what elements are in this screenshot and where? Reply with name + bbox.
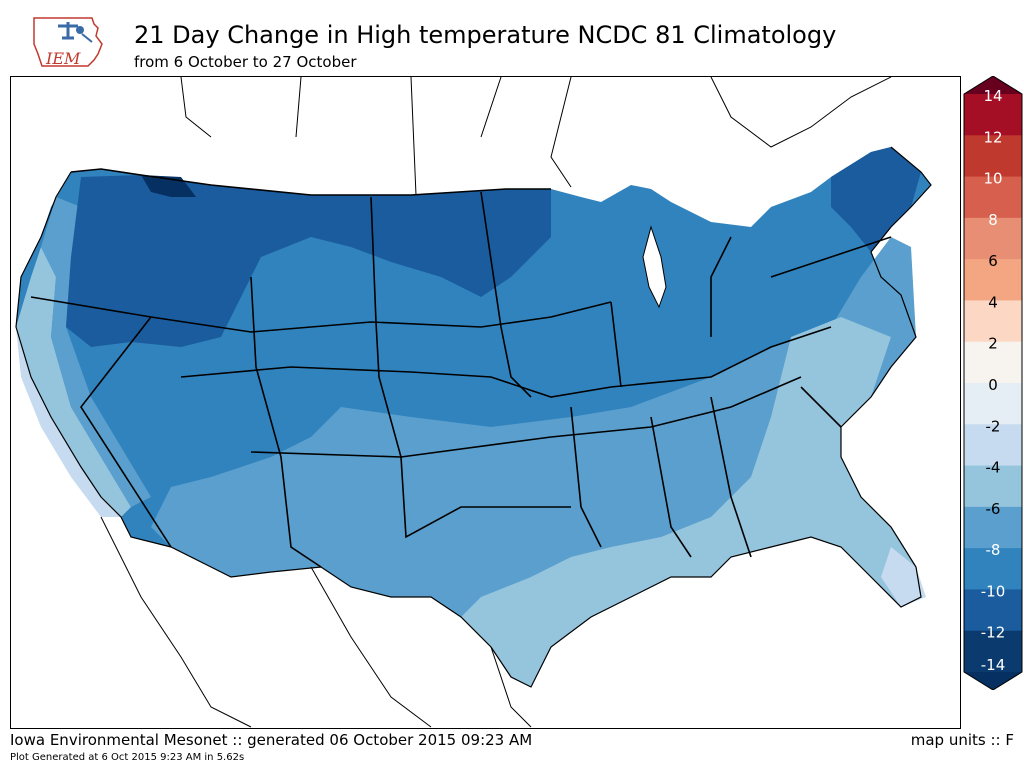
legend-swatch bbox=[964, 383, 1022, 425]
legend-swatch bbox=[964, 94, 1022, 136]
legend-swatch bbox=[964, 176, 1022, 219]
legend-swatch bbox=[964, 135, 1022, 178]
legend-swatch bbox=[964, 217, 1022, 260]
page-subtitle: from 6 October to 27 October bbox=[134, 53, 357, 71]
legend-label: 4 bbox=[988, 293, 998, 311]
lake-michigan bbox=[642, 225, 667, 309]
florida-band bbox=[881, 547, 926, 607]
logo-text: IEM bbox=[45, 49, 81, 68]
map-units: map units :: F bbox=[910, 731, 1014, 749]
legend-swatch bbox=[964, 259, 1022, 301]
legend-swatch bbox=[964, 300, 1022, 343]
legend-swatch bbox=[964, 548, 1022, 590]
legend-extend-max bbox=[964, 76, 1022, 94]
legend-label: 12 bbox=[983, 128, 1002, 146]
state-borders bbox=[30, 168, 892, 568]
legend-swatch bbox=[964, 341, 1022, 384]
canada-outline bbox=[180, 77, 892, 196]
south-band bbox=[151, 237, 921, 687]
west-coast-band-2 bbox=[41, 197, 151, 507]
northern-tier bbox=[66, 175, 551, 347]
page-title: 21 Day Change in High temperature NCDC 8… bbox=[134, 21, 837, 49]
generation-note: Plot Generated at 6 Oct 2015 9:23 AM in … bbox=[10, 752, 245, 763]
legend-label: -10 bbox=[981, 582, 1006, 600]
legend-extend-min bbox=[964, 672, 1022, 690]
coastline bbox=[15, 146, 932, 688]
legend-outline bbox=[963, 75, 1023, 691]
legend-swatch bbox=[964, 589, 1022, 632]
legend-swatch bbox=[964, 630, 1022, 673]
legend-label: 2 bbox=[988, 335, 998, 353]
legend-swatch bbox=[964, 506, 1022, 549]
legend-swatch bbox=[964, 424, 1022, 467]
legend-label: 6 bbox=[988, 252, 998, 270]
color-legend: 14 12 10 8 6 4 2 0 -2 -4 -6 -8 -10 -12 -14 bbox=[962, 75, 1024, 691]
legend-label: 0 bbox=[988, 376, 998, 394]
mexico-outline bbox=[100, 516, 532, 728]
temperature-change-map bbox=[10, 76, 961, 729]
southeast-band bbox=[461, 317, 921, 687]
legend-label: 10 bbox=[983, 170, 1002, 188]
legend-label: -12 bbox=[981, 624, 1006, 642]
legend-label: -8 bbox=[986, 541, 1001, 559]
legend-label: -6 bbox=[986, 500, 1001, 518]
legend-label: 14 bbox=[983, 87, 1002, 105]
legend-label: -4 bbox=[986, 459, 1001, 477]
legend-label: 8 bbox=[988, 211, 998, 229]
legend-label: -2 bbox=[986, 417, 1001, 435]
iem-logo: IEM bbox=[28, 14, 108, 74]
west-coast-band bbox=[16, 247, 131, 517]
footer-credit: Iowa Environmental Mesonet :: generated … bbox=[10, 731, 533, 749]
legend-label: -14 bbox=[981, 656, 1006, 674]
legend-swatch bbox=[964, 465, 1022, 508]
new-england bbox=[831, 147, 921, 252]
